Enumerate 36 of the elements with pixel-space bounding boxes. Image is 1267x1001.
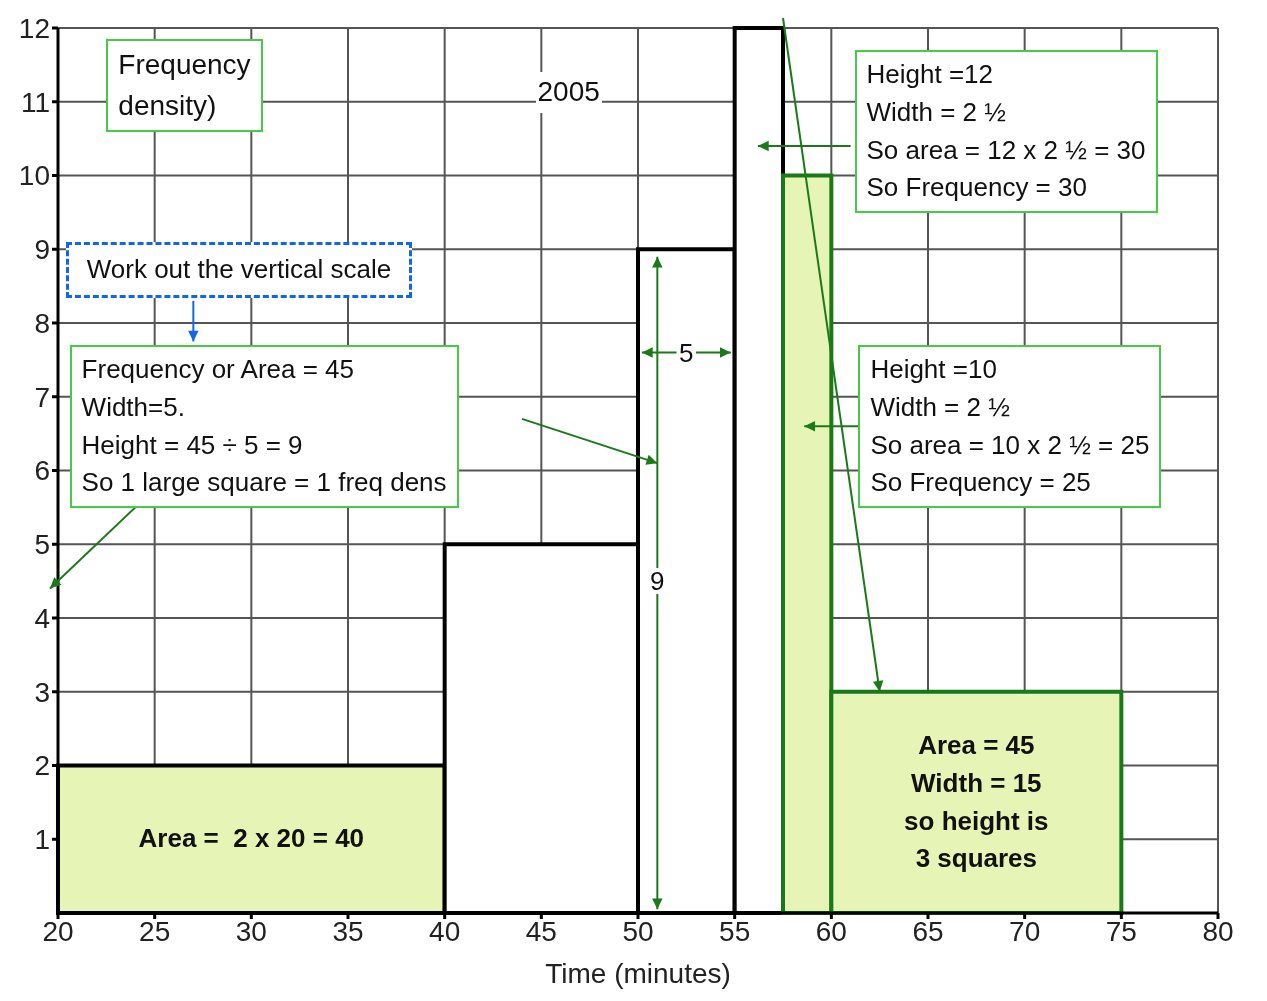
- annotation: Area = 2 x 20 = 40: [138, 822, 365, 856]
- y-tick-label: 3: [34, 676, 50, 708]
- annotation: Frequency or Area = 45 Width=5. Height = 45 ÷ 5 = 9 So 1 large square = 1 freq dens: [69, 345, 459, 508]
- annotation: Frequency density): [106, 39, 263, 133]
- x-tick-label: 75: [1105, 915, 1137, 947]
- y-tick-label: 5: [34, 529, 50, 561]
- x-tick-label: 70: [1009, 915, 1041, 947]
- annotation: Work out the vertical scale: [65, 241, 413, 298]
- y-tick-label: 2: [34, 750, 50, 782]
- y-tick-label: 6: [34, 455, 50, 487]
- y-tick-label: 10: [18, 160, 50, 192]
- annotation: 5: [677, 337, 696, 368]
- x-tick-label: 25: [139, 915, 171, 947]
- x-tick-label: 35: [332, 915, 364, 947]
- x-tick-label: 55: [719, 915, 751, 947]
- annotation: Height =12 Width = 2 ½ So area = 12 x 2 ½ = 30 So Frequency = 30: [854, 50, 1158, 213]
- y-tick-label: 7: [34, 381, 50, 413]
- annotation: Area = 45 Width = 15 so height is 3 squares: [904, 729, 1049, 876]
- x-tick-label: 40: [429, 915, 461, 947]
- y-tick-label: 1: [34, 824, 50, 856]
- x-tick-label: 20: [42, 915, 74, 947]
- annotation: Height =10 Width = 2 ½ So area = 10 x 2 ½ = 25 So Frequency = 25: [858, 345, 1162, 508]
- x-axis-title: Time (minutes): [545, 958, 731, 989]
- y-tick-label: 9: [34, 234, 50, 266]
- y-tick-label: 8: [34, 307, 50, 339]
- x-tick-label: 50: [622, 915, 654, 947]
- x-tick-label: 80: [1202, 915, 1234, 947]
- x-tick-label: 60: [815, 915, 847, 947]
- annotation: 9: [648, 566, 667, 597]
- x-tick-label: 45: [525, 915, 557, 947]
- annotation: 2005: [535, 72, 602, 113]
- y-tick-label: 4: [34, 602, 50, 634]
- y-tick-label: 11: [20, 86, 50, 118]
- y-tick-label: 12: [18, 12, 50, 44]
- x-tick-label: 30: [235, 915, 267, 947]
- x-tick-label: 65: [912, 915, 944, 947]
